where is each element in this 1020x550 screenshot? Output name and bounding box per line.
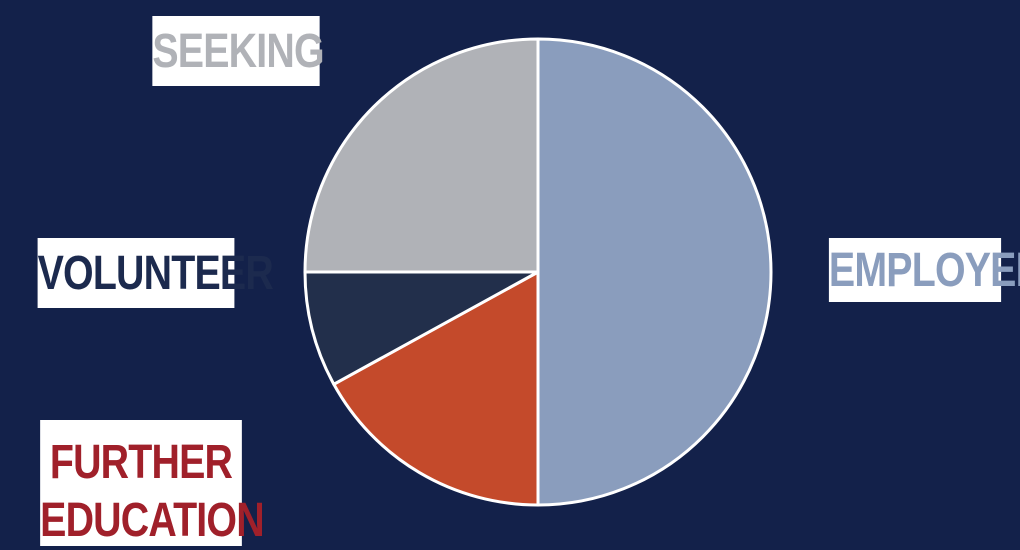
label-further-line1: FURTHER [49,436,233,489]
label-employed: EMPLOYED [828,238,1020,302]
pie-slice-seeking [303,37,540,274]
label-volunteer: VOLUNTEER [37,238,274,308]
label-further-line2: EDUCATION [40,494,264,547]
pie-slice-further-education [332,270,540,507]
pie-slice-volunteer [303,270,540,386]
pie-slice-employed [536,37,773,507]
label-further-education: FURTHER EDUCATION [40,420,265,547]
label-seeking: SEEKING [152,16,325,86]
